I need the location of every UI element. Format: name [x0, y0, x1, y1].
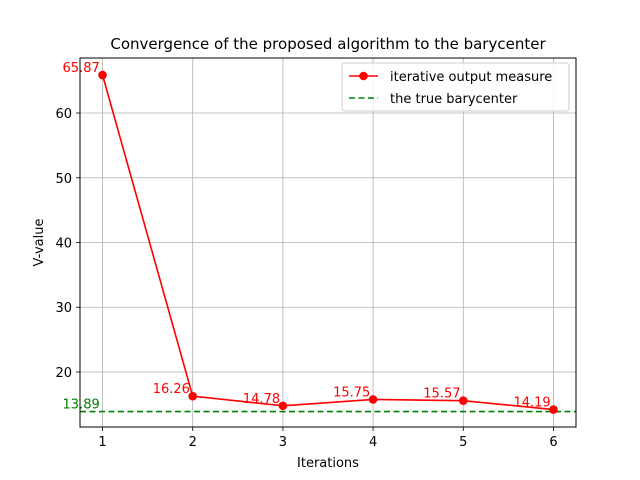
x-tick-label: 4	[369, 435, 377, 450]
data-label: 14.19	[513, 396, 550, 411]
data-point	[549, 405, 558, 414]
data-label: 15.75	[333, 385, 370, 400]
x-tick-label: 6	[549, 435, 557, 450]
data-label: 15.57	[423, 387, 460, 402]
series-line	[101, 74, 554, 411]
reference-line-layer: 13.89	[63, 398, 576, 413]
y-tick-label: 40	[55, 237, 72, 252]
data-point	[98, 70, 107, 80]
data-point	[368, 395, 378, 404]
chart-title: Convergence of the proposed algorithm to…	[110, 35, 546, 53]
y-axis-title: V-value	[32, 219, 47, 267]
grid-lines	[80, 58, 576, 427]
data-point	[278, 401, 288, 411]
x-tick-label: 3	[279, 435, 287, 450]
y-tick-label: 20	[55, 366, 72, 381]
x-tick-label: 2	[189, 435, 197, 450]
series-layer: 65.87 16.26 14.78 15.75 15.57 14.19	[63, 61, 558, 414]
y-tick-label: 60	[55, 107, 72, 122]
x-axis-title: Iterations	[297, 456, 359, 471]
reference-line-label: 13.89	[63, 398, 100, 413]
y-tick-label: 30	[55, 301, 72, 316]
data-label: 65.87	[63, 61, 100, 76]
data-label: 14.78	[243, 392, 280, 407]
legend: iterative output measure the true barycen…	[341, 62, 570, 112]
legend-series-label: iterative output measure	[390, 70, 552, 85]
data-point	[188, 391, 198, 401]
y-tick-label: 50	[55, 172, 72, 187]
x-tick-label: 5	[459, 435, 467, 450]
data-point	[458, 396, 468, 405]
data-label: 16.26	[153, 382, 190, 397]
legend-box	[341, 62, 570, 112]
axes: 1 2 3 4 5 6 20 30 40 50 60	[55, 107, 557, 450]
legend-reference-label: the true barycenter	[390, 92, 518, 107]
legend-series-marker	[359, 71, 368, 81]
x-tick-label: 1	[98, 435, 106, 450]
